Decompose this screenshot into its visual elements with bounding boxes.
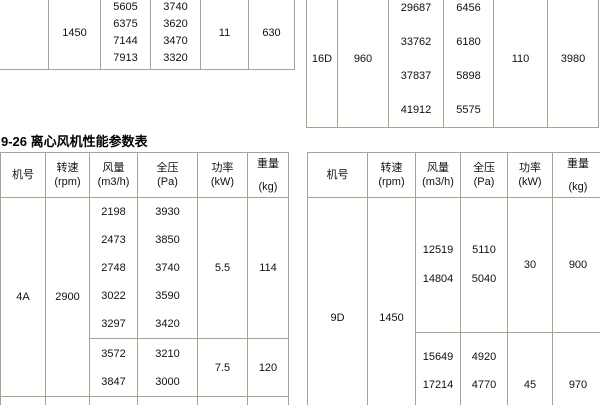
pressure-value: 3000: [155, 375, 180, 388]
header-flow: 风量 (m3/h): [89, 152, 138, 198]
power-cell: 5.5: [197, 197, 248, 339]
power-cell: 7.5: [197, 338, 248, 397]
power-cell: 11: [200, 0, 249, 70]
power-cell-empty: [197, 396, 248, 405]
flow-value: 7144: [113, 35, 138, 47]
pressure-value: 5898: [456, 70, 481, 82]
pressure-value: 4920: [471, 351, 497, 363]
flow-cell-empty: [89, 396, 138, 405]
pressure-value: 5110: [472, 244, 496, 256]
pressure-value: 3470: [163, 35, 188, 47]
flow-value: 33762: [400, 36, 432, 48]
power-cell: 110: [493, 0, 548, 128]
header-speed: 转速 (rpm): [367, 152, 416, 198]
weight-cell: 900: [552, 197, 600, 333]
weight-cell: 970: [552, 332, 600, 405]
flow-value: 12519: [422, 244, 454, 256]
pressure-value: 3740: [155, 262, 180, 274]
pressure-value: 6180: [456, 36, 481, 48]
pressure-stack: 3740 3620 3470 3320: [150, 0, 201, 70]
flow-stack: 12519 14804: [415, 197, 461, 333]
flow-stack: 5605 6375 7144 7913: [100, 0, 151, 70]
flow-value: 3572: [101, 347, 126, 360]
flow-value: 15649: [422, 351, 454, 363]
pressure-value: 5575: [456, 104, 481, 116]
table-top-right-partial: 16D 960 29687 33762 37837 41912 6456 618…: [306, 0, 599, 128]
model-cell-shaded: [0, 0, 49, 70]
flow-value: 14804: [422, 273, 454, 285]
pressure-stack: 3930 3850 3740 3590 3420: [137, 197, 198, 339]
pressure-stack: 4920 4770 4590: [460, 332, 508, 405]
pressure-value: 4590: [461, 399, 507, 405]
header-power: 功率 (kW): [507, 152, 553, 198]
weight-cell: 630: [248, 0, 295, 70]
pressure-value: 3420: [155, 318, 180, 330]
header-weight: 重量 (kg): [247, 152, 289, 198]
pressure-value: 3320: [163, 52, 188, 64]
header-flow: 风量 (m3/h): [415, 152, 461, 198]
model-cell: 9D: [307, 197, 368, 405]
model-cell-empty: [0, 396, 46, 405]
pressure-value: 3850: [155, 234, 180, 246]
flow-stack: 2198 2473 2748 3022 3297: [89, 197, 138, 339]
section-title: 9-26 离心风机性能参数表: [1, 134, 148, 149]
flow-stack: 3572 3847: [89, 338, 138, 397]
weight-cell: 3980: [547, 0, 599, 128]
pressure-value: 5040: [471, 273, 497, 285]
pressure-stack: 5110 5040: [460, 197, 508, 333]
model-cell: 4A: [0, 197, 46, 397]
table-bottom-right: 机号 转速 (rpm) 风量 (m3/h) 全压 (Pa) 功率 (kW) 重量…: [307, 152, 600, 405]
header-pressure: 全压 (Pa): [137, 152, 198, 198]
power-cell: 45: [507, 332, 553, 405]
header-pressure: 全压 (Pa): [460, 152, 508, 198]
flow-value: 37837: [400, 70, 432, 82]
header-weight: 重量 (kg): [552, 152, 600, 198]
pressure-value: 3210: [155, 347, 180, 360]
pressure-cell-empty: [137, 396, 198, 405]
speed-cell: 1450: [48, 0, 101, 70]
weight-cell: 114: [247, 197, 289, 339]
pressure-value: 6456: [456, 2, 481, 14]
speed-cell: 960: [337, 0, 389, 128]
flow-stack: 29687 33762 37837 41912: [388, 0, 444, 128]
pressure-value: 3740: [163, 1, 188, 13]
table-top-left-partial: 1450 5605 6375 7144 7913 3740 3620 3470 …: [0, 0, 295, 70]
pressure-value: 3620: [163, 18, 188, 30]
power-cell: 30: [507, 197, 553, 333]
header-model: 机号: [0, 152, 46, 198]
model-cell: 16D: [306, 0, 338, 128]
flow-value: 2748: [101, 262, 126, 274]
flow-value: 2473: [101, 234, 126, 246]
pressure-stack: 6456 6180 5898 5575: [443, 0, 494, 128]
flow-value: 3022: [101, 290, 126, 302]
pressure-value: 3590: [155, 290, 180, 302]
weight-cell-empty: [247, 396, 289, 405]
header-speed: 转速 (rpm): [45, 152, 90, 198]
flow-value: 3847: [101, 375, 126, 388]
header-power: 功率 (kW): [197, 152, 248, 198]
flow-value: 2198: [101, 206, 126, 218]
flow-value: 17214: [422, 379, 454, 391]
weight-cell: 120: [247, 338, 289, 397]
speed-cell: 2900: [45, 197, 90, 397]
header-model: 机号: [307, 152, 368, 198]
flow-value: 29687: [400, 2, 432, 14]
speed-cell: 1450: [367, 197, 416, 405]
flow-stack: 15649 17214 18779: [415, 332, 461, 405]
pressure-value: 4770: [471, 379, 497, 391]
flow-value: 3297: [101, 318, 126, 330]
speed-cell-empty: [45, 396, 90, 405]
flow-value: 18779: [416, 399, 460, 405]
pressure-value: 3930: [155, 206, 180, 218]
flow-value: 6375: [113, 18, 138, 30]
table-bottom-left: 机号 转速 (rpm) 风量 (m3/h) 全压 (Pa) 功率 (kW) 重量…: [0, 152, 289, 405]
flow-value: 7913: [113, 52, 138, 64]
flow-value: 5605: [113, 1, 138, 13]
pressure-stack: 3210 3000: [137, 338, 198, 397]
flow-value: 41912: [400, 104, 432, 116]
